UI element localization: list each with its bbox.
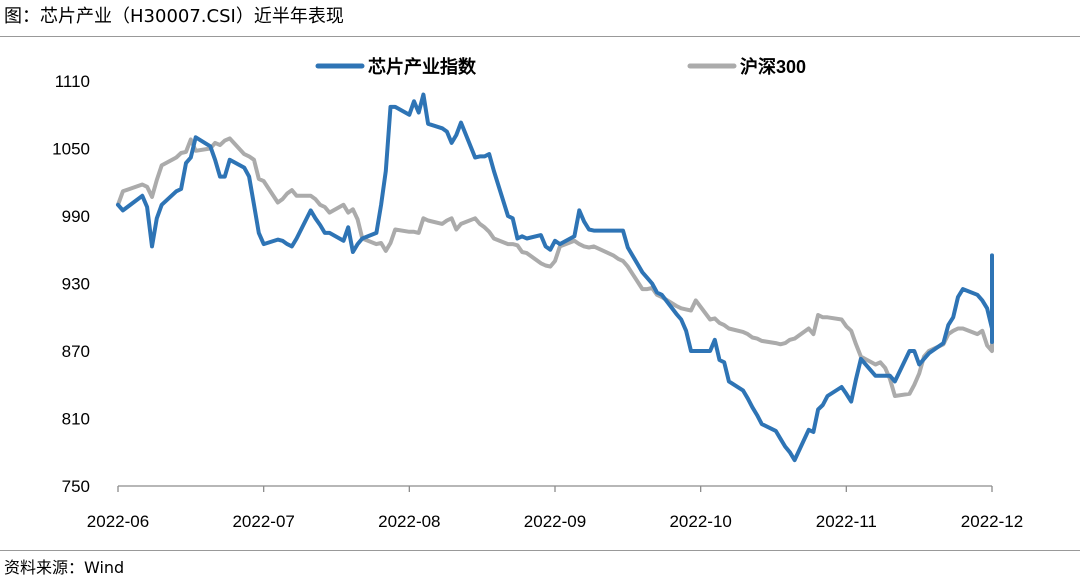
legend-label: 沪深300 — [740, 56, 806, 77]
y-tick-label: 750 — [62, 477, 90, 496]
x-tick-label: 2022-10 — [669, 512, 731, 531]
x-tick-label: 2022-07 — [232, 512, 294, 531]
source-divider — [0, 550, 1080, 551]
y-tick-label: 810 — [62, 410, 90, 429]
title-divider — [0, 36, 1080, 37]
series-line-chip-index — [116, 92, 994, 463]
y-tick-label: 870 — [62, 342, 90, 361]
plot-area — [116, 92, 994, 463]
y-tick-label: 1110 — [55, 72, 90, 91]
source-note: 资料来源：Wind — [4, 558, 125, 577]
figure-title: 图：芯片产业（H30007.CSI）近半年表现 — [4, 6, 344, 27]
legend: 芯片产业指数 沪深300 — [315, 56, 806, 77]
x-tick-label: 2022-11 — [816, 512, 877, 531]
x-tick-label: 2022-08 — [378, 512, 440, 531]
x-axis: 2022-06 2022-07 2022-08 2022-09 2022-10 2022-… — [87, 485, 1023, 531]
y-tick-label: 930 — [62, 275, 90, 294]
x-tick-label: 2022-09 — [524, 512, 586, 531]
y-tick-label: 990 — [62, 207, 90, 226]
x-tick-label: 2022-06 — [87, 512, 149, 531]
y-axis: 750 810 870 930 990 1050 1110 — [52, 72, 90, 496]
y-tick-label: 1050 — [52, 140, 90, 159]
x-tick-label: 2022-12 — [961, 512, 1023, 531]
legend-label: 芯片产业指数 — [368, 56, 477, 77]
